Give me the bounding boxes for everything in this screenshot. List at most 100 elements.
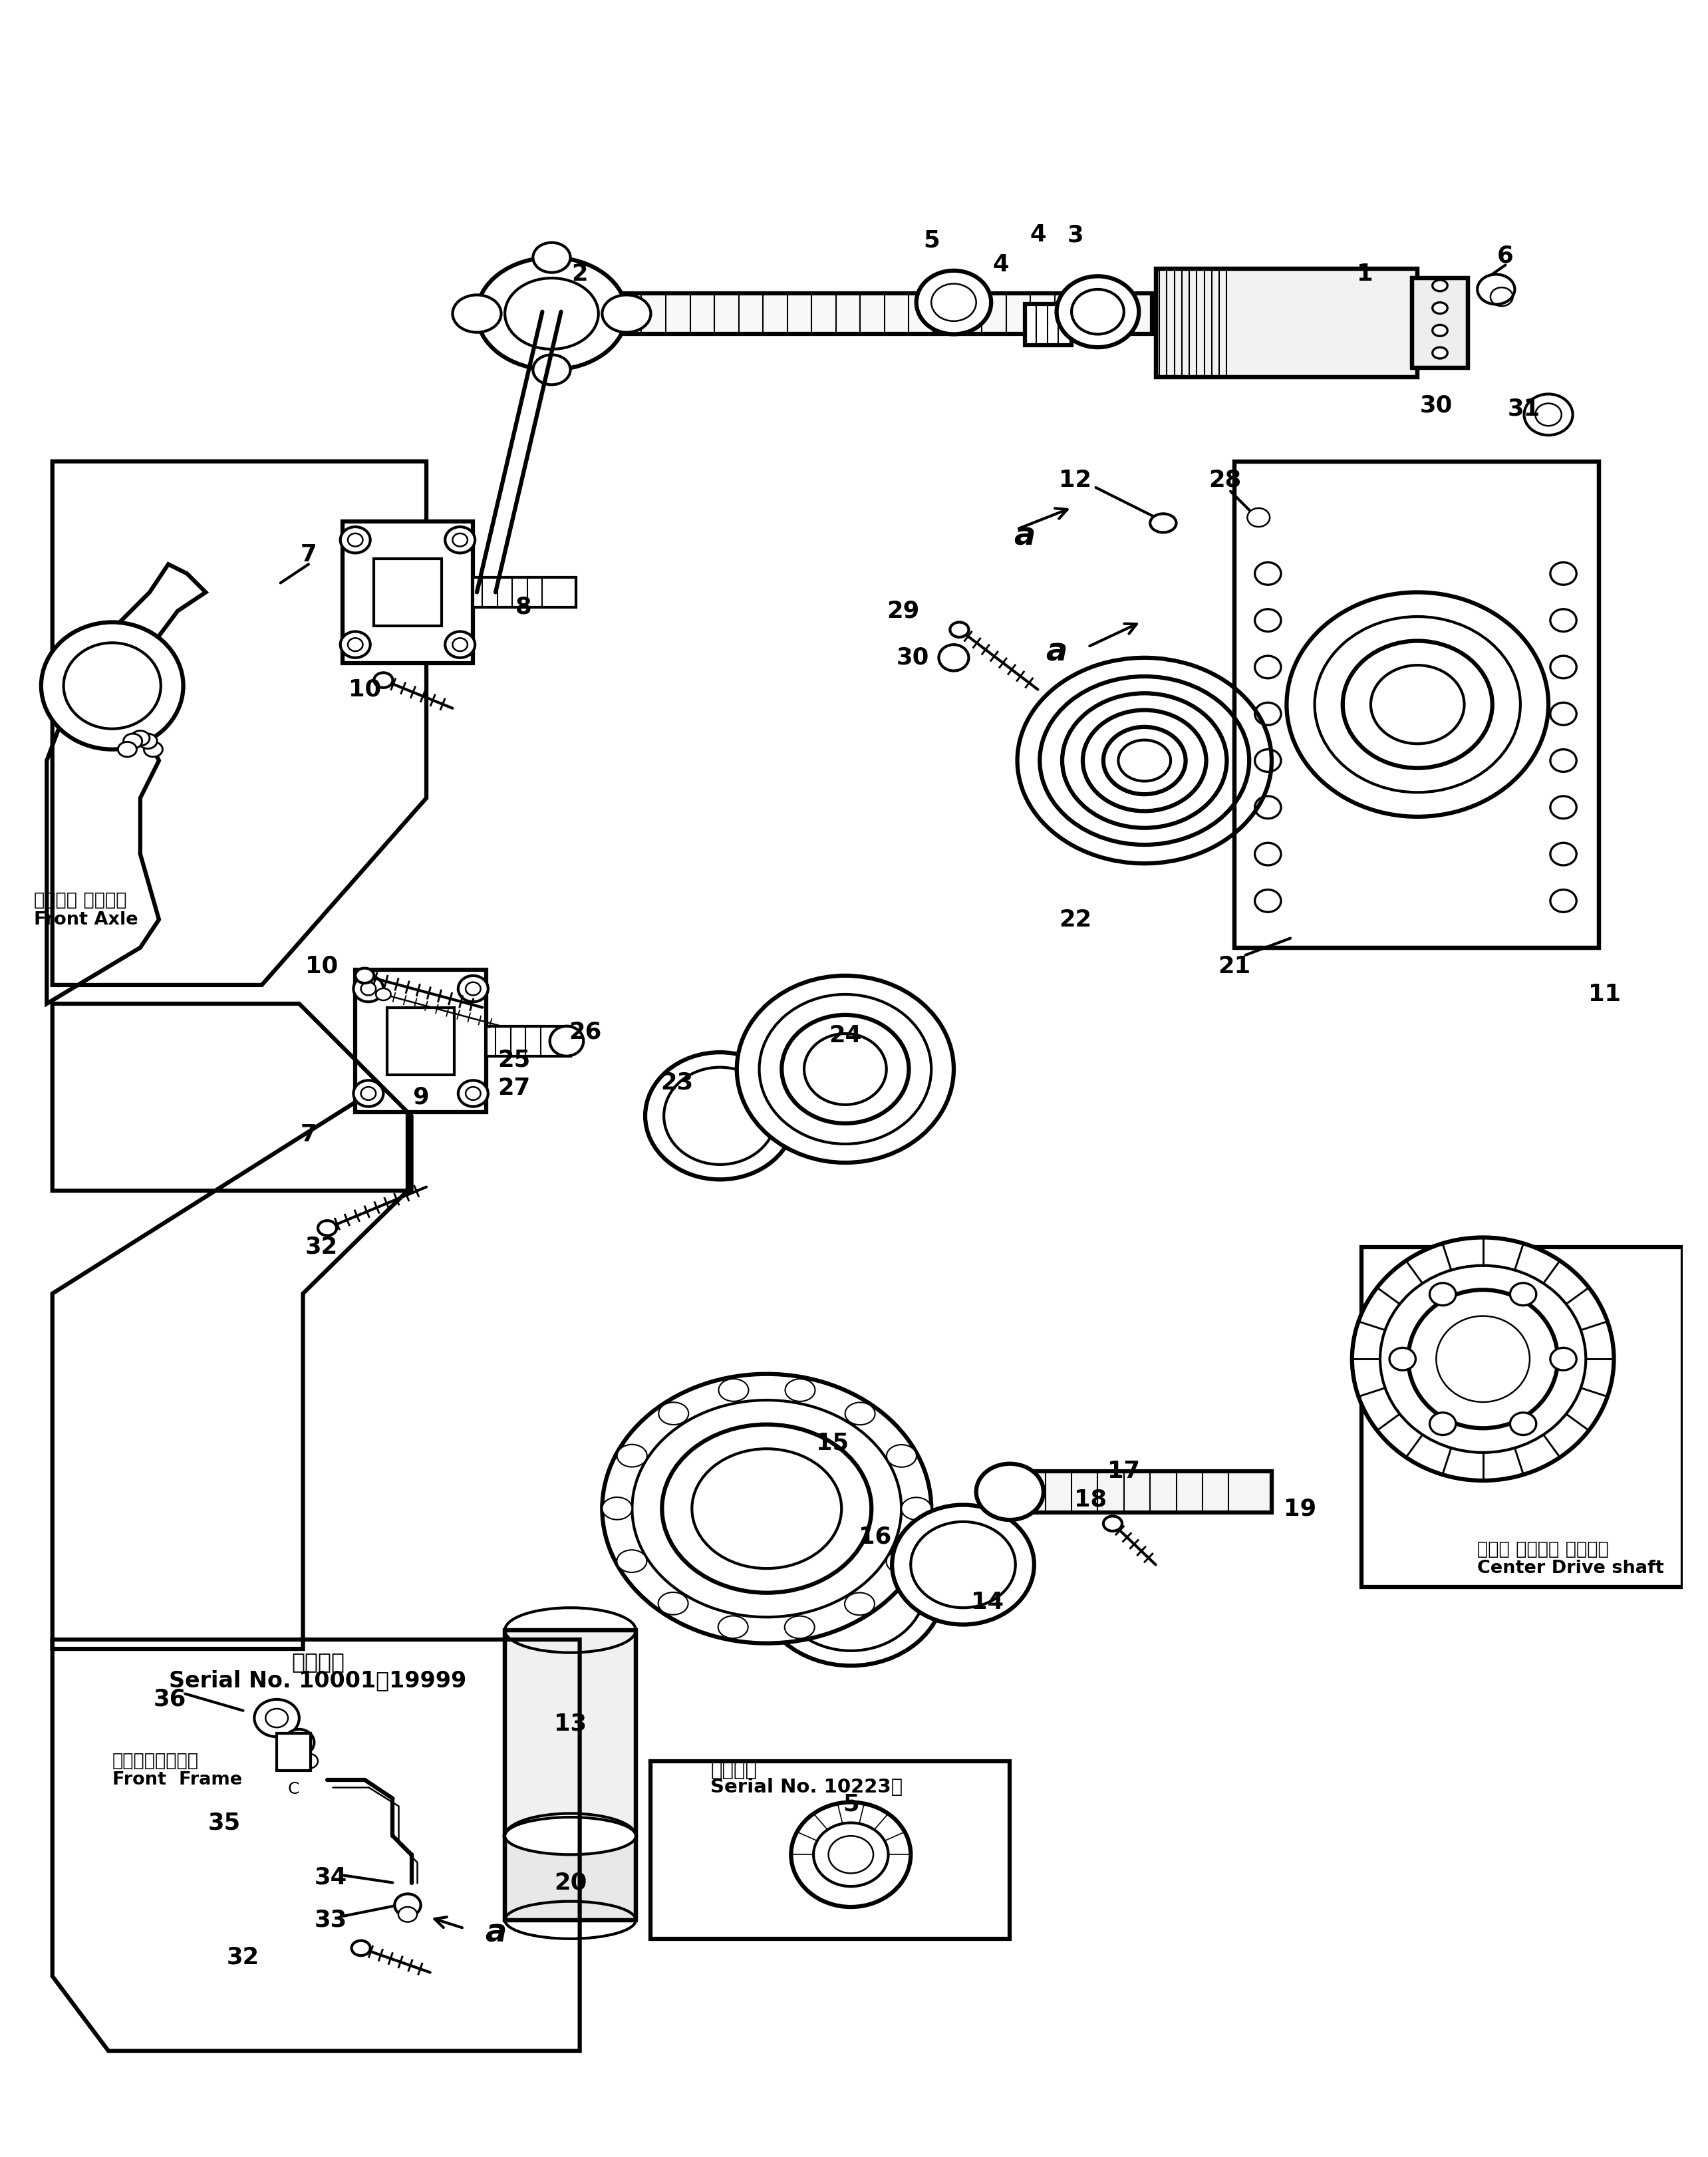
Text: 13: 13 (553, 1713, 588, 1734)
Bar (1235, 462, 1599, 947)
Text: a: a (1015, 520, 1035, 552)
Ellipse shape (1433, 347, 1447, 358)
Text: 6: 6 (1498, 244, 1513, 267)
Ellipse shape (533, 242, 570, 272)
Bar (388, 1007, 454, 1074)
Ellipse shape (902, 1497, 931, 1521)
Ellipse shape (446, 632, 475, 658)
Text: 19: 19 (1283, 1497, 1317, 1521)
Ellipse shape (506, 1814, 635, 1859)
Text: 22: 22 (1059, 908, 1091, 932)
Text: 29: 29 (886, 600, 919, 621)
Ellipse shape (1255, 563, 1281, 585)
Text: 24: 24 (828, 1025, 861, 1046)
Ellipse shape (318, 1221, 336, 1236)
Ellipse shape (1433, 302, 1447, 313)
Ellipse shape (1255, 656, 1281, 677)
Text: 15: 15 (816, 1432, 849, 1454)
Ellipse shape (1551, 608, 1576, 632)
Ellipse shape (1433, 326, 1447, 336)
Text: 7: 7 (301, 1124, 316, 1145)
Ellipse shape (1551, 703, 1576, 725)
Ellipse shape (395, 1894, 420, 1915)
Text: 20: 20 (553, 1872, 588, 1894)
Ellipse shape (340, 632, 371, 658)
Ellipse shape (791, 1803, 910, 1907)
Ellipse shape (845, 1402, 874, 1426)
Text: 28: 28 (1209, 468, 1242, 492)
Text: 32: 32 (306, 1236, 338, 1258)
Ellipse shape (355, 968, 374, 984)
Ellipse shape (845, 1592, 874, 1616)
Text: 3: 3 (1068, 224, 1083, 246)
Ellipse shape (1353, 1238, 1614, 1480)
Ellipse shape (786, 1378, 815, 1402)
Text: 32: 32 (227, 1946, 260, 1969)
Ellipse shape (1477, 274, 1515, 304)
Ellipse shape (1433, 280, 1447, 291)
Ellipse shape (1247, 509, 1269, 526)
Ellipse shape (1255, 796, 1281, 818)
Ellipse shape (376, 988, 391, 1001)
Ellipse shape (550, 1027, 584, 1057)
Text: 14: 14 (972, 1592, 1004, 1613)
Bar (1156, 270, 1418, 377)
Ellipse shape (1551, 748, 1576, 772)
Text: Serial No. 10001～19999: Serial No. 10001～19999 (169, 1670, 466, 1691)
Text: 4: 4 (1030, 224, 1045, 246)
Text: 12: 12 (1059, 468, 1091, 492)
Ellipse shape (1255, 843, 1281, 865)
Ellipse shape (254, 1700, 299, 1736)
Bar (473, 578, 576, 608)
Text: 30: 30 (897, 647, 929, 669)
Ellipse shape (118, 742, 137, 757)
Bar (506, 1631, 635, 1836)
Ellipse shape (603, 1374, 931, 1644)
Ellipse shape (1551, 563, 1576, 585)
Bar (506, 1631, 635, 1836)
Ellipse shape (374, 673, 393, 688)
Ellipse shape (1255, 608, 1281, 632)
Text: Serial No. 10223－: Serial No. 10223－ (711, 1777, 904, 1797)
Bar (374, 559, 441, 626)
Ellipse shape (784, 1616, 815, 1639)
Ellipse shape (915, 270, 991, 334)
Ellipse shape (939, 645, 968, 671)
Bar (1156, 270, 1418, 377)
Ellipse shape (1430, 1283, 1455, 1305)
Bar (342, 522, 473, 664)
Ellipse shape (1551, 796, 1576, 818)
Text: フロントフレーム: フロントフレーム (113, 1751, 198, 1769)
Ellipse shape (1255, 703, 1281, 725)
Ellipse shape (340, 526, 371, 552)
Ellipse shape (617, 1551, 647, 1572)
Text: フロント アクスル: フロント アクスル (34, 893, 126, 910)
Bar (1413, 278, 1467, 369)
Bar (613, 293, 1151, 334)
Text: 35: 35 (208, 1812, 241, 1833)
Text: センタ ドライブ シャフト: センタ ドライブ シャフト (1477, 1540, 1609, 1557)
Ellipse shape (646, 1053, 794, 1180)
Ellipse shape (1149, 513, 1177, 533)
Bar (1009, 1471, 1272, 1512)
Ellipse shape (950, 621, 968, 636)
Text: 33: 33 (314, 1909, 347, 1931)
Ellipse shape (138, 733, 157, 748)
Bar (277, 1732, 311, 1771)
Ellipse shape (1551, 889, 1576, 912)
Ellipse shape (132, 731, 150, 746)
Text: 10: 10 (306, 956, 338, 977)
Ellipse shape (1119, 740, 1170, 781)
Ellipse shape (1255, 889, 1281, 912)
Text: 23: 23 (661, 1070, 693, 1094)
Text: 25: 25 (499, 1048, 531, 1072)
Text: a: a (1045, 636, 1068, 669)
Bar (506, 1836, 635, 1920)
Text: 10: 10 (348, 677, 381, 701)
Ellipse shape (1551, 656, 1576, 677)
Ellipse shape (477, 257, 627, 369)
Ellipse shape (458, 975, 488, 1001)
Text: 9: 9 (413, 1085, 429, 1109)
Text: 8: 8 (516, 595, 531, 619)
Text: Front Axle: Front Axle (34, 910, 138, 928)
